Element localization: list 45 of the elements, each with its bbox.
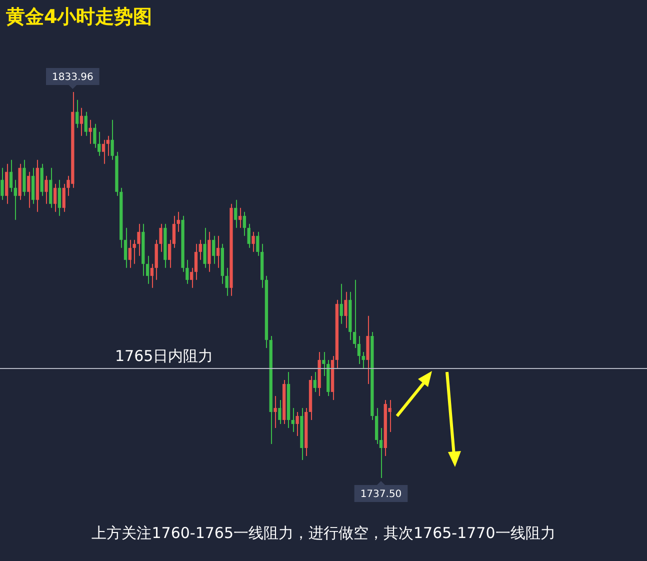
candlestick [198,239,202,260]
candlestick [80,107,84,136]
candlestick [203,227,206,268]
candlestick [242,211,246,236]
candlestick [88,119,92,144]
candlestick [93,123,96,148]
candlestick [124,227,128,268]
candlestick [274,395,277,428]
candlestick [238,207,242,228]
ref-line-label: 1765日内阻力 [115,346,214,365]
candlestick [110,119,114,160]
candlestick [247,223,250,248]
candlestick [340,283,343,324]
candlestick [252,231,255,252]
candlestick [146,255,150,284]
candlestick [159,223,162,252]
text: 上方关注1760-1765一线阻力，进行做空，其次1765-1770一线阻力 [90,524,556,543]
candlestick [278,399,282,424]
candlestick [128,239,132,268]
candlestick [27,171,30,208]
candlestick [137,223,140,256]
candlestick [9,159,13,192]
chart-title: 黄金4小时走势图 [6,5,152,30]
candlestick [313,371,317,392]
candlestick [102,139,106,164]
annotation: 1737.50 [360,489,402,500]
candlestick [234,199,238,228]
candlestick [296,411,299,436]
candlestick [132,239,136,264]
candlestick [58,179,62,216]
candlestick [291,407,294,432]
candlestick [44,175,48,204]
candlestick [53,183,57,212]
candlestick [225,267,228,296]
candlestick [0,167,4,200]
candlestick [212,235,216,264]
candlestick [176,211,180,232]
candlestick [150,263,154,288]
candlestick [216,235,220,268]
candlestick [84,111,88,136]
annotation: 1833.96 [52,72,94,84]
candlestick [344,291,348,328]
candlestick [75,99,79,128]
candlestick [362,351,365,368]
candlestick [14,179,17,220]
